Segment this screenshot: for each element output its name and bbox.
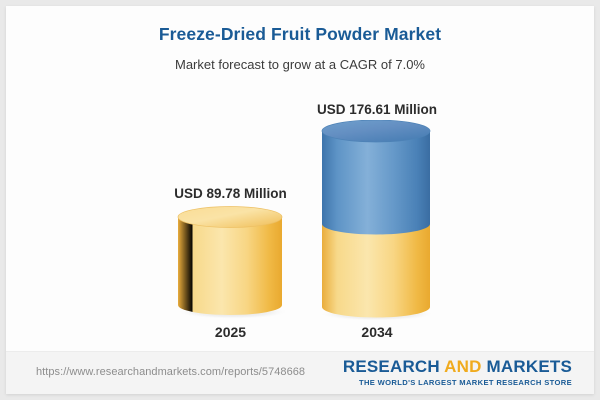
cylinder-2034 bbox=[319, 120, 435, 320]
chart-header: Freeze-Dried Fruit Powder Market Market … bbox=[6, 6, 594, 72]
brand-logo-tagline: THE WORLD'S LARGEST MARKET RESEARCH STOR… bbox=[358, 377, 572, 387]
bar-value-label-2025: USD 89.78 Million bbox=[174, 186, 287, 201]
chart-card: Freeze-Dried Fruit Powder Market Market … bbox=[6, 6, 594, 394]
chart-plot-area: USD 89.78 Million bbox=[6, 6, 594, 351]
brand-logo-markets: MARKETS bbox=[481, 357, 572, 376]
category-label-2025: 2025 bbox=[214, 324, 247, 340]
chart-subtitle: Market forecast to grow at a CAGR of 7.0… bbox=[175, 57, 425, 72]
brand-logo-research: RESEARCH bbox=[342, 357, 445, 376]
cylinder-2025 bbox=[177, 206, 288, 319]
brand-logo-wordmark: RESEARCH AND MARKETS bbox=[342, 357, 572, 377]
report-url[interactable]: https://www.researchandmarkets.com/repor… bbox=[36, 366, 306, 378]
brand-logo[interactable]: RESEARCH AND MARKETS THE WORLD'S LARGEST… bbox=[342, 357, 572, 387]
category-label-2034: 2034 bbox=[361, 324, 393, 340]
bar-group-2034: USD 176.61 Million bbox=[317, 6, 437, 351]
bar-value-label-2034: USD 176.61 Million bbox=[316, 102, 438, 117]
brand-logo-and: AND bbox=[444, 357, 482, 376]
footer-bar: https://www.researchandmarkets.com/repor… bbox=[6, 351, 594, 394]
bar-group-2025: USD 89.78 Million bbox=[173, 6, 288, 351]
page-title: Freeze-Dried Fruit Powder Market bbox=[158, 24, 442, 44]
